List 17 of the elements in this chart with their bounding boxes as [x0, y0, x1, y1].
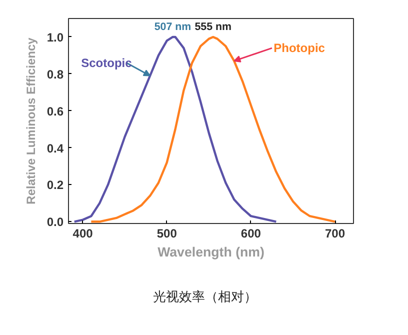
annotation: 507 nm [154, 20, 192, 33]
annotation: 555 nm [194, 20, 232, 33]
y-tick-label: 1.0 [46, 30, 64, 44]
y-tick-label: 0.8 [46, 67, 64, 82]
y-tick-label: 0.0 [46, 215, 64, 230]
y-tick-label: 0.6 [46, 104, 64, 118]
x-tick-label: 600 [240, 226, 262, 240]
x-tick-label: 700 [324, 226, 346, 240]
text: 光视效率（相对） [153, 289, 257, 307]
y-tick-label: 0.2 [46, 178, 64, 192]
series-label: Scotopic [81, 56, 132, 70]
x-tick-label: 400 [72, 226, 94, 240]
y-tick-label: 0.4 [46, 141, 64, 156]
text: Photopic [274, 41, 326, 56]
y-axis-title: Relative Luminous Efficiency [24, 37, 38, 204]
x-tick-label: 500 [156, 226, 178, 240]
x-axis-title: Wavelength (nm) [158, 244, 264, 260]
